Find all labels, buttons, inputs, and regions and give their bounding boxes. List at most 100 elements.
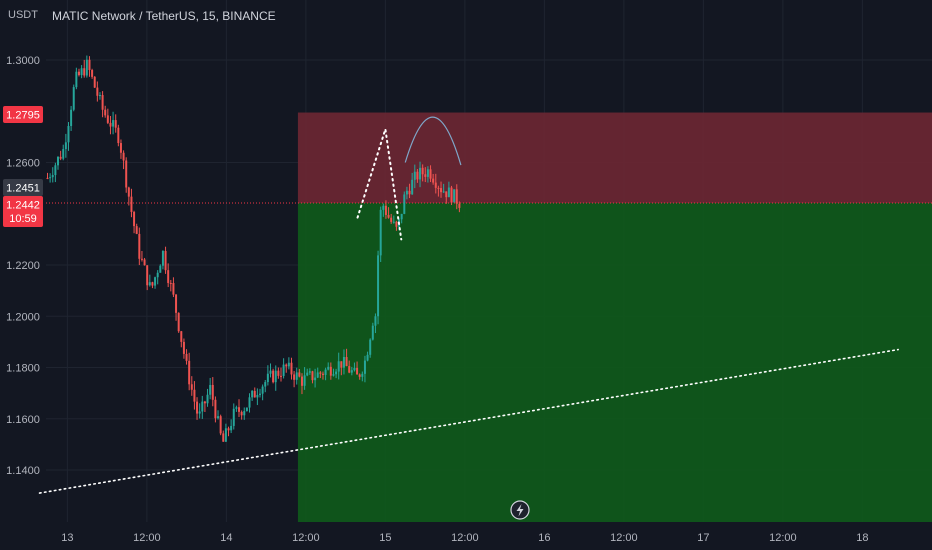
candle-body	[161, 250, 164, 266]
top-arc-drawing[interactable]	[404, 116, 462, 166]
candle	[374, 313, 377, 334]
candle	[238, 399, 241, 417]
candle-body	[91, 70, 94, 77]
candle-body	[290, 362, 293, 375]
candle	[222, 430, 225, 442]
price-tick-label: 1.1800	[6, 363, 40, 375]
candle	[348, 360, 351, 374]
candle	[363, 355, 366, 383]
candle-body	[169, 282, 172, 284]
candle	[426, 166, 429, 183]
stop-loss-zone[interactable]	[297, 112, 932, 203]
candle	[138, 227, 141, 266]
candle	[104, 105, 107, 118]
candle-body	[203, 401, 206, 404]
candle	[85, 55, 88, 78]
candle	[447, 181, 450, 198]
candle-body	[235, 407, 238, 409]
candle	[211, 377, 214, 407]
candle-body	[279, 375, 282, 377]
candle	[251, 390, 254, 401]
candle	[342, 349, 345, 375]
candle-body	[324, 369, 327, 375]
candle	[161, 250, 164, 270]
candle	[332, 368, 335, 377]
candle	[377, 250, 380, 325]
candle	[259, 388, 262, 398]
candle	[159, 264, 162, 273]
candle-body	[358, 374, 361, 377]
candle	[72, 84, 75, 112]
candle	[209, 377, 212, 400]
peak-dotted-line[interactable]	[356, 128, 403, 241]
time-tick-label: 12:00	[769, 532, 797, 544]
candle	[67, 122, 70, 151]
candle	[303, 367, 306, 390]
price-axis[interactable]: 1.3000 1.2600 1.2200 1.2000 1.1800 1.1600 1.14…	[6, 55, 40, 477]
candle	[445, 191, 448, 204]
candle-body	[46, 177, 49, 179]
candle	[240, 410, 243, 420]
candle	[151, 281, 154, 289]
trend-line[interactable]	[38, 348, 899, 494]
candle	[450, 185, 453, 205]
candle-body	[363, 360, 366, 374]
lightning-icon[interactable]	[510, 500, 530, 520]
candle	[300, 373, 303, 395]
candle-body	[49, 177, 52, 179]
candle	[324, 367, 327, 381]
candle-body	[416, 171, 419, 180]
candle-body	[408, 190, 411, 195]
candle	[106, 108, 109, 125]
candle-body	[458, 203, 461, 208]
candle	[298, 368, 301, 378]
candle	[190, 376, 193, 396]
candle-body	[75, 71, 78, 88]
candle	[93, 76, 96, 89]
candle-body	[54, 165, 57, 176]
candle-body	[143, 259, 146, 266]
candle-body	[403, 194, 406, 214]
candle-body	[230, 425, 233, 431]
support-trend-line[interactable]	[38, 348, 899, 494]
candle-body	[248, 397, 251, 408]
candle	[180, 330, 183, 348]
time-tick-label: 12:00	[610, 532, 638, 544]
candle	[382, 203, 385, 217]
price-tick-label: 1.3000	[6, 55, 40, 67]
candle	[335, 368, 338, 379]
candle-body	[253, 390, 256, 398]
candle-body	[277, 370, 280, 376]
candle	[227, 426, 230, 437]
candle	[314, 368, 317, 388]
candle	[361, 371, 364, 382]
candle	[308, 368, 311, 375]
candle-body	[93, 76, 96, 88]
take-profit-zone[interactable]	[297, 203, 932, 522]
stop-price-tag: 1.2795	[3, 106, 43, 123]
candle	[371, 322, 374, 341]
candle-body	[127, 187, 130, 197]
candle-body	[188, 360, 191, 385]
candle	[285, 363, 288, 373]
candle-body	[298, 372, 301, 377]
candle	[230, 419, 233, 434]
time-axis[interactable]: 13 12:00 14 12:00 15 12:00 16 12:00 17 12:00 18	[61, 532, 868, 544]
candle	[290, 357, 293, 380]
candle-body	[140, 258, 143, 260]
candle	[96, 81, 99, 102]
candle-body	[164, 250, 167, 271]
drawings[interactable]	[356, 116, 462, 241]
candle-body	[266, 373, 269, 383]
candle	[419, 161, 422, 188]
candle	[117, 124, 120, 147]
candle	[421, 164, 424, 182]
candle-body	[306, 372, 309, 376]
candlesticks	[46, 55, 461, 443]
time-tick-label: 18	[856, 532, 868, 544]
candle-body	[382, 205, 385, 210]
candle-body	[177, 312, 180, 332]
candle-body	[434, 182, 437, 188]
long-position-tool[interactable]	[46, 112, 932, 522]
